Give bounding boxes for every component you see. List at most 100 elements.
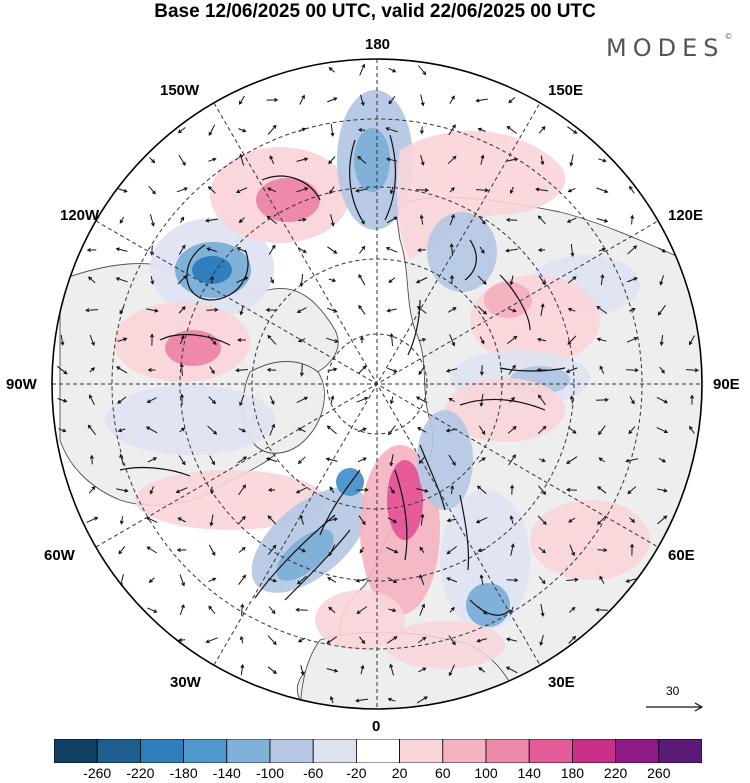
wind-vector-arrow — [357, 457, 367, 463]
wind-vector-arrow — [387, 517, 398, 523]
anomaly-positive — [484, 282, 532, 318]
wind-vector-arrow — [475, 188, 490, 193]
wind-vector-arrow — [237, 456, 248, 464]
colorbar-tick-label: -220 — [126, 765, 155, 781]
wind-vector-arrow — [326, 636, 338, 644]
colorbar-swatch — [615, 739, 660, 763]
wind-vector-arrow — [237, 337, 246, 343]
wind-vector-arrow — [446, 546, 458, 555]
wind-vector-arrow — [445, 368, 458, 373]
wind-vector-arrow — [208, 544, 216, 556]
wind-vector-arrow — [235, 368, 248, 373]
wind-vector-arrow — [117, 428, 126, 433]
wind-vector-arrow — [296, 187, 309, 193]
colorbar-swatch — [442, 739, 487, 763]
wind-vector-arrow — [479, 365, 484, 376]
wind-vector-arrow — [208, 605, 216, 615]
lon-label-0: 0 — [372, 718, 381, 735]
wind-vector-arrow — [387, 697, 396, 702]
colorbar-swatch — [183, 739, 228, 763]
wind-vector-arrow — [267, 334, 277, 345]
wind-vector-arrow — [539, 634, 544, 646]
wind-vector-arrow — [328, 606, 336, 614]
wind-vector-arrow — [179, 216, 185, 223]
wind-vector-arrow — [150, 276, 155, 285]
wind-vector-arrow — [478, 215, 486, 225]
wind-vector-arrow — [689, 425, 695, 434]
wind-vector-arrow — [448, 398, 455, 402]
wind-vector-arrow — [238, 546, 246, 553]
anomaly-negative — [427, 212, 497, 292]
wind-vector-arrow — [415, 396, 428, 404]
wind-vector-arrow — [389, 396, 394, 405]
wind-vector-arrow — [537, 394, 546, 406]
wind-vector-arrow — [207, 186, 216, 194]
wind-vector-arrow — [387, 367, 398, 373]
wind-vector-arrow — [299, 364, 304, 377]
lon-label-90e: 90E — [713, 376, 740, 393]
wind-vector-arrow — [266, 215, 278, 224]
wind-vector-arrow — [238, 95, 245, 105]
wind-vector-arrow — [629, 543, 635, 556]
wind-vector-arrow — [389, 454, 394, 467]
wind-vector-arrow — [536, 337, 547, 342]
wind-vector-arrow — [267, 515, 277, 525]
wind-vector-arrow — [148, 577, 155, 584]
wind-vector-arrow — [239, 305, 244, 316]
lon-label-90w: 90W — [6, 376, 37, 393]
wind-vector-arrow — [207, 335, 217, 346]
lon-label-60w: 60W — [44, 547, 75, 564]
wind-vector-arrow — [657, 304, 666, 316]
wind-vector-arrow — [567, 335, 577, 345]
colorbar-swatch — [312, 739, 357, 763]
lon-label-150e: 150E — [548, 82, 584, 99]
wind-vector-arrow — [627, 245, 638, 255]
wind-vector-arrow — [446, 577, 458, 583]
vector-scale-arrow — [646, 702, 704, 712]
wind-vector-arrow — [628, 307, 636, 312]
wind-vector-arrow — [449, 606, 455, 613]
wind-vector-arrow — [356, 606, 368, 615]
wind-vector-arrow — [598, 158, 607, 163]
wind-vector-arrow — [267, 666, 277, 674]
lon-label-30w: 30W — [170, 674, 201, 691]
colorbar-swatch — [140, 739, 185, 763]
flow-arrow — [384, 134, 397, 221]
wind-vector-arrow — [596, 337, 607, 342]
wind-vector-arrow — [567, 276, 577, 284]
wind-vector-arrow — [327, 577, 337, 583]
wind-vector-arrow — [179, 604, 185, 616]
flow-arrow — [186, 244, 249, 301]
wind-vector-arrow — [387, 425, 396, 436]
wind-vector-arrow — [595, 607, 608, 612]
wind-vector-arrow — [178, 306, 186, 314]
wind-vector-arrow — [389, 486, 395, 495]
wind-vector-arrow — [147, 607, 158, 613]
wind-vector-arrow — [598, 457, 605, 463]
wind-vector-arrow — [358, 515, 366, 526]
anomaly-positive — [530, 500, 650, 580]
wind-vector-arrow — [175, 487, 188, 494]
wind-vector-arrow — [389, 663, 394, 676]
wind-vector-arrow — [265, 457, 278, 463]
anomaly-positive — [256, 178, 320, 222]
wind-vector-arrow — [266, 97, 279, 102]
wind-vector-arrow — [147, 457, 158, 463]
wind-vector-arrow — [326, 337, 339, 343]
wind-vector-layer — [56, 63, 700, 704]
wind-vector-arrow — [566, 577, 579, 582]
wind-vector-arrow — [208, 157, 217, 162]
anomaly-positive — [387, 460, 423, 540]
colorbar-tick-label: -180 — [169, 765, 198, 781]
wind-vector-arrow — [479, 246, 485, 254]
wind-vector-arrow — [118, 545, 126, 555]
wind-vector-arrow — [358, 245, 366, 254]
wind-vector-arrow — [569, 154, 574, 167]
wind-vector-arrow — [689, 394, 695, 405]
wind-vector-arrow — [569, 395, 574, 404]
wind-vector-arrow — [300, 665, 305, 676]
wind-vector-arrow — [329, 695, 334, 704]
flow-arrow — [319, 469, 361, 536]
wind-vector-arrow — [417, 248, 426, 253]
wind-vector-arrow — [355, 188, 368, 193]
